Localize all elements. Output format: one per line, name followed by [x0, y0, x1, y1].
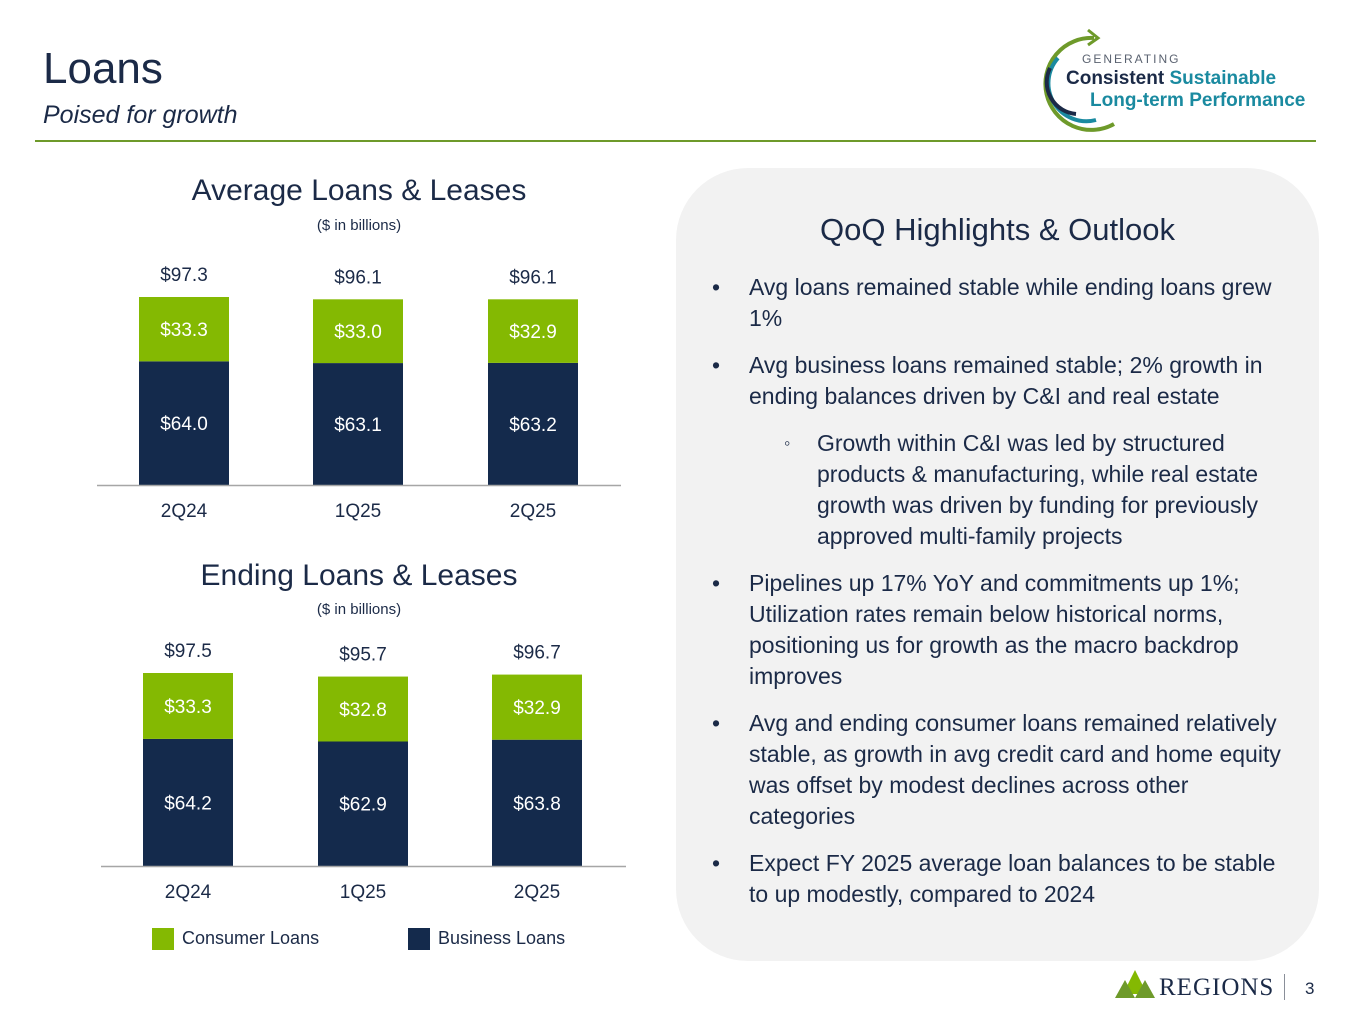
highlight-subitem: ◦ Growth within C&I was led by structured…: [710, 428, 1300, 552]
bar-consumer-2Q25: [488, 299, 578, 363]
highlight-item: • Pipelines up 17% YoY and commitments up…: [710, 568, 1300, 692]
bar-consumer-1Q25: [318, 676, 408, 742]
highlight-item: • Avg and ending consumer loans remained …: [710, 708, 1300, 832]
label-business-2Q25: $63.8: [513, 794, 561, 815]
tick-label-1Q25: 1Q25: [340, 882, 386, 903]
chart-avg-subtitle: ($ in billions): [316, 217, 402, 234]
label-business-2Q24: $64.2: [164, 793, 212, 814]
footer-divider: [1284, 974, 1285, 1000]
highlight-item: • Avg business loans remained stable; 2% …: [710, 350, 1300, 412]
label-total-2Q25: $96.7: [513, 643, 561, 664]
highlights-list: • Avg loans remained stable while ending …: [710, 272, 1300, 926]
label-business-2Q24: $64.0: [160, 414, 208, 435]
bullet-circle-icon: ◦: [784, 433, 791, 453]
highlight-text: Expect FY 2025 average loan balances to …: [749, 850, 1276, 907]
bullet-dot-icon: •: [712, 274, 721, 300]
legend-business-swatch: [408, 928, 430, 950]
tick-label-2Q25: 2Q25: [510, 501, 556, 522]
legend-business-label: Business Loans: [438, 928, 566, 948]
bar-business-2Q25: [492, 739, 582, 866]
label-business-1Q25: $62.9: [339, 795, 387, 816]
highlight-item: • Expect FY 2025 average loan balances to…: [710, 848, 1300, 910]
highlights-panel: QoQ Highlights & Outlook • Avg loans rema…: [676, 168, 1319, 961]
label-consumer-2Q24: $33.3: [160, 320, 208, 341]
logo-sustainable: Sustainable: [1169, 68, 1277, 89]
label-consumer-1Q25: $32.8: [339, 700, 387, 721]
highlights-title: QoQ Highlights & Outlook: [820, 212, 1175, 247]
header-divider: [35, 140, 1316, 142]
legend-consumer-swatch: [152, 928, 174, 950]
regions-triangle-icon: [1115, 970, 1155, 998]
bar-business-1Q25: [318, 741, 408, 866]
label-business-1Q25: $63.1: [334, 415, 382, 436]
logo-line2: Consistent Sustainable: [1066, 68, 1276, 90]
highlight-text: Avg loans remained stable while ending l…: [749, 274, 1272, 331]
regions-wordmark: REGIONS: [1159, 974, 1275, 1001]
highlight-item: • Avg loans remained stable while ending …: [710, 272, 1300, 334]
bar-business-2Q25: [488, 362, 578, 485]
label-consumer-1Q25: $33.0: [334, 322, 382, 343]
bar-consumer-1Q25: [313, 299, 403, 364]
bullet-dot-icon: •: [712, 710, 721, 736]
label-total-1Q25: $96.1: [334, 267, 382, 288]
highlight-text: Growth within C&I was led by structured …: [817, 430, 1259, 549]
tick-label-2Q24: 2Q24: [165, 882, 212, 903]
bar-business-1Q25: [313, 363, 403, 485]
label-total-1Q25: $95.7: [339, 645, 387, 666]
label-consumer-2Q25: $32.9: [513, 698, 561, 719]
tick-label-2Q24: 2Q24: [161, 501, 208, 522]
page-subtitle: Poised for growth: [43, 101, 238, 129]
tick-label-2Q25: 2Q25: [514, 882, 560, 903]
chart-ending-title: Ending Loans & Leases: [200, 559, 518, 592]
logo-line3: Long-term Performance: [1090, 90, 1306, 111]
bullet-dot-icon: •: [712, 352, 721, 378]
bullet-dot-icon: •: [712, 850, 721, 876]
highlight-text: Pipelines up 17% YoY and commitments up …: [749, 570, 1240, 689]
generating-performance-logo: GENERATING Consistent Sustainable Long-t…: [1036, 28, 1326, 132]
legend-consumer-label: Consumer Loans: [182, 928, 320, 948]
logo-consistent: Consistent: [1066, 68, 1165, 89]
label-total-2Q24: $97.5: [164, 641, 212, 662]
highlight-text: Avg and ending consumer loans remained r…: [749, 710, 1281, 829]
chart-avg-title: Average Loans & Leases: [191, 174, 527, 207]
bullet-dot-icon: •: [712, 570, 721, 596]
tick-label-1Q25: 1Q25: [335, 501, 381, 522]
bar-consumer-2Q24: [143, 673, 233, 739]
arc-logo-icon: [1043, 28, 1115, 132]
label-consumer-2Q24: $33.3: [164, 697, 212, 718]
highlight-text: Avg business loans remained stable; 2% g…: [749, 352, 1263, 409]
bar-business-2Q24: [143, 738, 233, 866]
logo-generating: GENERATING: [1082, 52, 1181, 66]
regions-logo: REGIONS: [1115, 968, 1285, 1002]
bar-consumer-2Q25: [492, 674, 582, 740]
label-consumer-2Q25: $32.9: [509, 322, 557, 343]
bar-business-2Q24: [139, 361, 229, 485]
page-title: Loans: [43, 44, 163, 93]
label-total-2Q25: $96.1: [509, 267, 557, 288]
label-business-2Q25: $63.2: [509, 415, 557, 436]
label-total-2Q24: $97.3: [160, 265, 208, 286]
chart-ending-subtitle: ($ in billions): [316, 601, 402, 618]
page-number: 3: [1305, 979, 1315, 998]
bar-consumer-2Q24: [139, 297, 229, 362]
